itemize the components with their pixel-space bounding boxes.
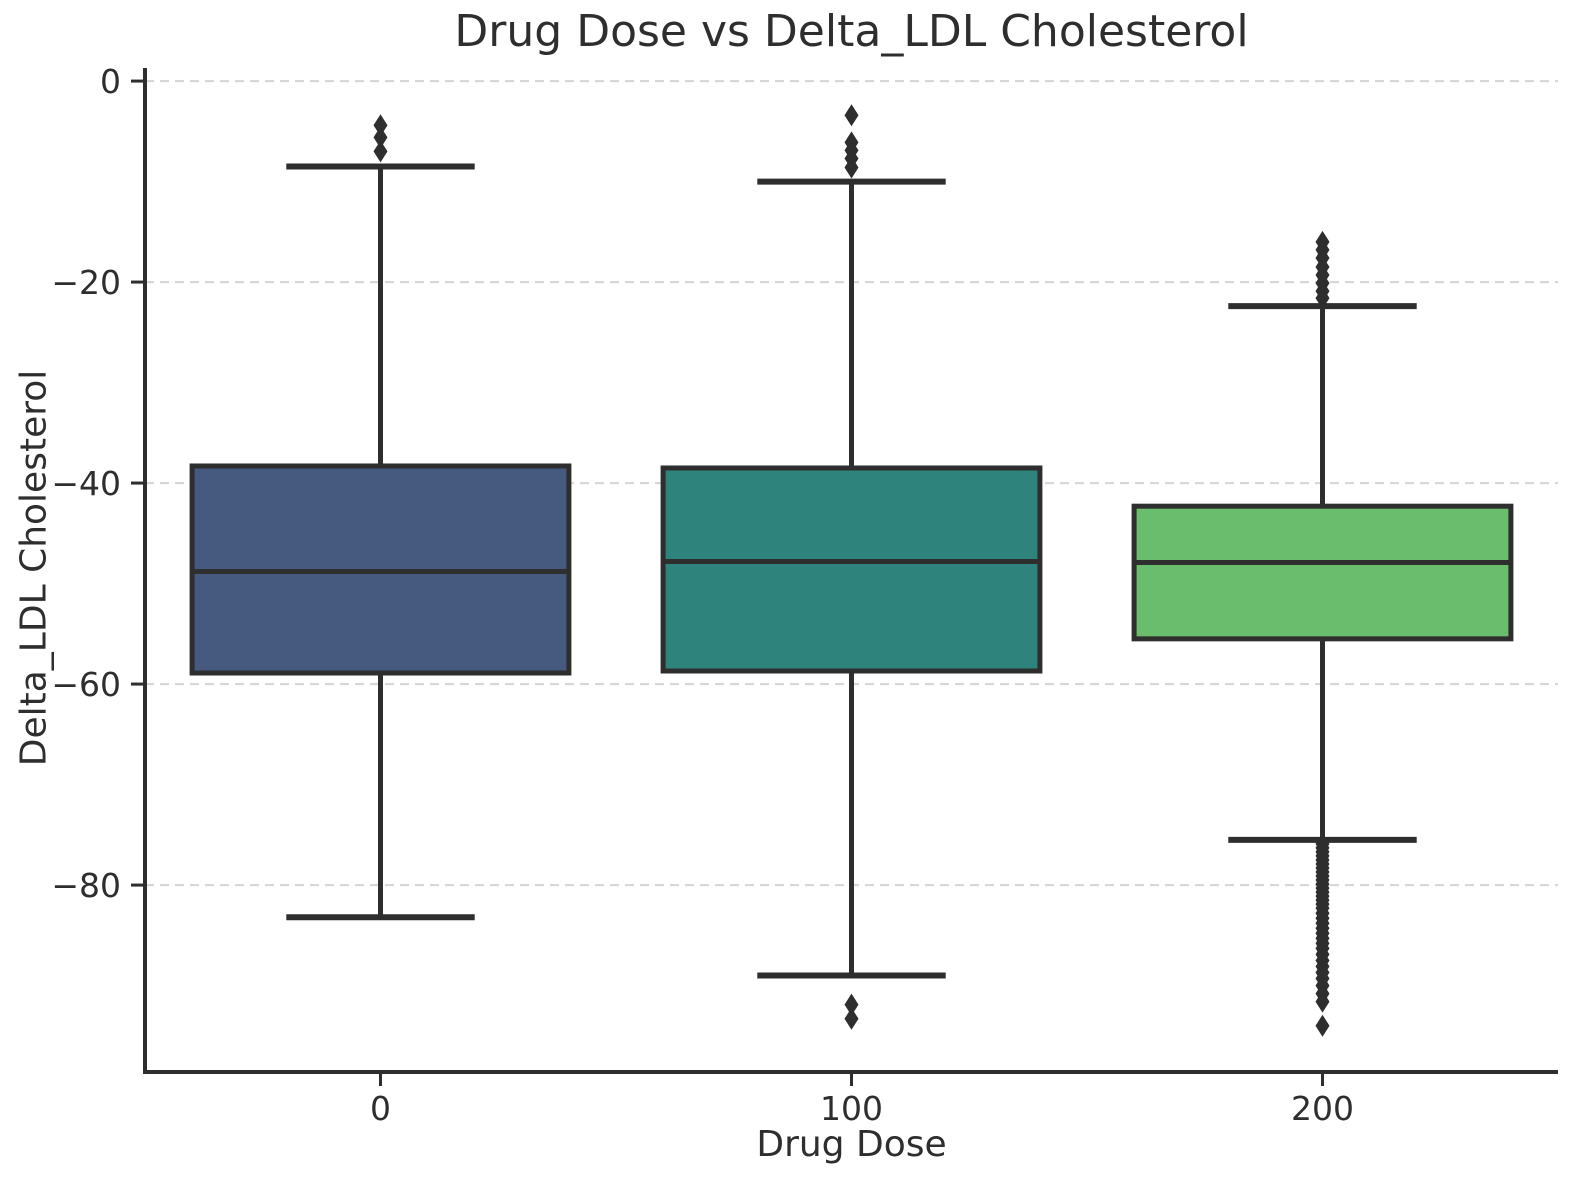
outlier-marker bbox=[1315, 990, 1330, 1013]
outlier-marker bbox=[844, 156, 859, 179]
outlier-marker bbox=[844, 104, 859, 127]
chart-title: Drug Dose vs Delta_LDL Cholesterol bbox=[454, 6, 1249, 57]
outlier-marker bbox=[373, 114, 388, 137]
outlier-marker bbox=[1315, 287, 1330, 310]
outlier-marker bbox=[1315, 1014, 1330, 1037]
x-tick-label: 100 bbox=[820, 1089, 883, 1128]
x-tick-label: 200 bbox=[1291, 1089, 1354, 1128]
iqr-box-dose-100 bbox=[660, 465, 1043, 674]
y-axis-label: Delta_LDL Cholesterol bbox=[13, 369, 55, 767]
x-tick-label: 0 bbox=[370, 1089, 391, 1128]
outlier-marker bbox=[844, 1007, 859, 1030]
iqr-box-dose-200 bbox=[1131, 503, 1514, 642]
x-axis-label: Drug Dose bbox=[756, 1124, 947, 1165]
y-tick-label: −20 bbox=[51, 263, 121, 302]
outlier-marker bbox=[844, 993, 859, 1016]
outlier-marker bbox=[373, 140, 388, 163]
y-tick-label: −80 bbox=[51, 866, 121, 905]
y-tick-label: 0 bbox=[100, 62, 121, 101]
y-tick-label: −60 bbox=[51, 665, 121, 704]
outlier-marker bbox=[373, 126, 388, 149]
y-tick-label: −40 bbox=[51, 464, 121, 503]
